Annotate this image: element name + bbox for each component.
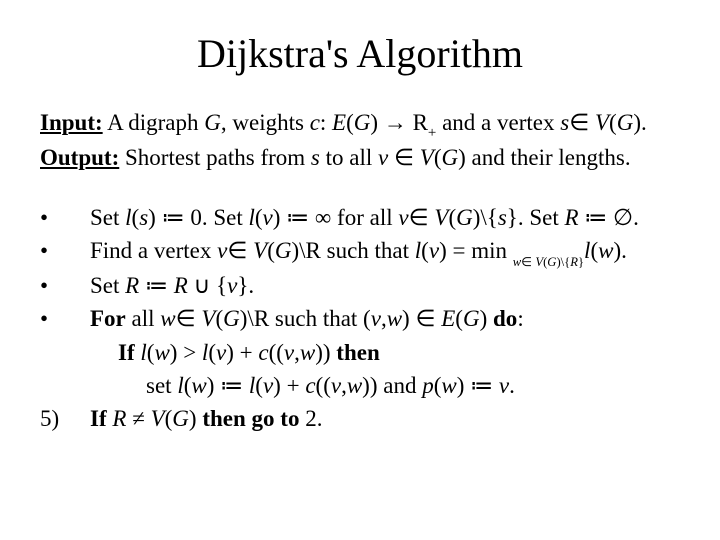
slide: Dijkstra's Algorithm Input: A digraph G,… (0, 0, 720, 540)
input-line: Input: A digraph G, weights c: E(G) → R+… (40, 107, 680, 142)
bullet: • (40, 201, 90, 234)
bullet: • (40, 269, 90, 302)
step-3: • Set R ≔ R ∪ {v}. (40, 269, 680, 302)
step-4a: If l(w) > l(v) + c((v,w)) then (40, 336, 680, 369)
bullet: • (40, 234, 90, 269)
steps: • Set l(s) ≔ 0. Set l(v) ≔ ∞ for all v∈ … (40, 201, 680, 436)
step-5: 5) If R ≠ V(G) then go to 2. (40, 402, 680, 435)
step-1: • Set l(s) ≔ 0. Set l(v) ≔ ∞ for all v∈ … (40, 201, 680, 234)
slide-title: Dijkstra's Algorithm (40, 30, 680, 77)
io-block: Input: A digraph G, weights c: E(G) → R+… (40, 107, 680, 173)
step-number: 5) (40, 402, 90, 435)
input-label: Input: (40, 110, 103, 135)
step-4: • For all w∈ V(G)\R such that (v,w) ∈ E(… (40, 302, 680, 335)
output-label: Output: (40, 145, 119, 170)
step-2: • Find a vertex v∈ V(G)\R such that l(v)… (40, 234, 680, 269)
step-4b: set l(w) ≔ l(v) + c((v,w)) and p(w) ≔ v. (40, 369, 680, 402)
bullet: • (40, 302, 90, 335)
output-line: Output: Shortest paths from s to all v ∈… (40, 142, 680, 173)
